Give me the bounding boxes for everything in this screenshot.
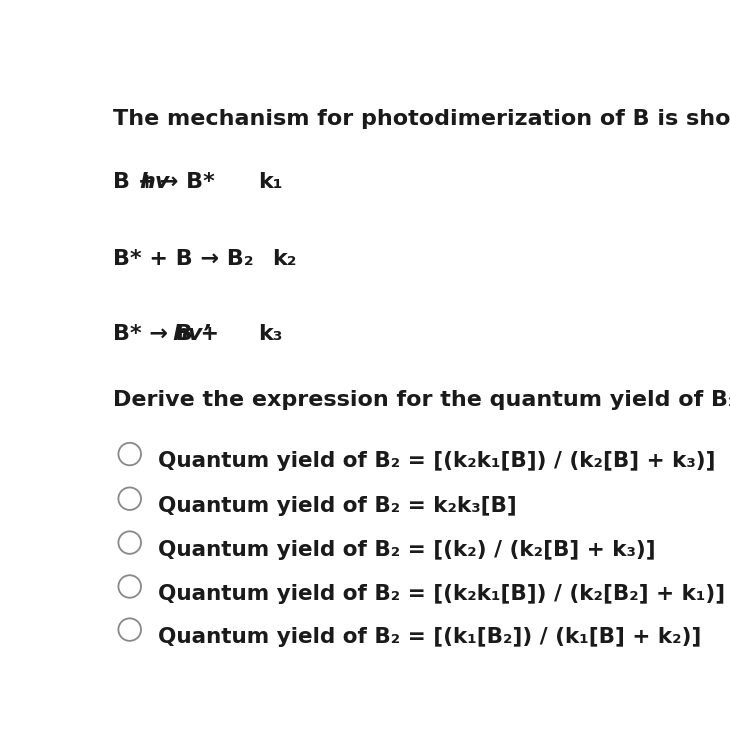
Text: k₃: k₃: [258, 324, 283, 344]
Text: hv: hv: [139, 173, 169, 193]
Text: B* + B → B₂: B* + B → B₂: [112, 249, 253, 269]
Text: B +: B +: [112, 173, 164, 193]
Text: Quantum yield of B₂ = [(k₂k₁[B]) / (k₂[B₂] + k₁)]: Quantum yield of B₂ = [(k₂k₁[B]) / (k₂[B…: [158, 583, 725, 603]
Text: Quantum yield of B₂ = k₂k₃[B]: Quantum yield of B₂ = k₂k₃[B]: [158, 496, 517, 516]
Text: Quantum yield of B₂ = [(k₁[B₂]) / (k₁[B] + k₂)]: Quantum yield of B₂ = [(k₁[B₂]) / (k₁[B]…: [158, 626, 702, 647]
Text: Quantum yield of B₂ = [(k₂) / (k₂[B] + k₃)]: Quantum yield of B₂ = [(k₂) / (k₂[B] + k…: [158, 539, 656, 559]
Text: Derive the expression for the quantum yield of B₂: Derive the expression for the quantum yi…: [112, 390, 730, 410]
Text: B* → B +: B* → B +: [112, 324, 226, 344]
Text: k₁: k₁: [258, 173, 283, 193]
Text: k₂: k₂: [272, 249, 297, 269]
Text: → B*: → B*: [153, 173, 215, 193]
Text: hv’: hv’: [172, 324, 211, 344]
Text: The mechanism for photodimerization of B is shown below:: The mechanism for photodimerization of B…: [112, 109, 730, 129]
Text: Quantum yield of B₂ = [(k₂k₁[B]) / (k₂[B] + k₃)]: Quantum yield of B₂ = [(k₂k₁[B]) / (k₂[B…: [158, 451, 715, 471]
